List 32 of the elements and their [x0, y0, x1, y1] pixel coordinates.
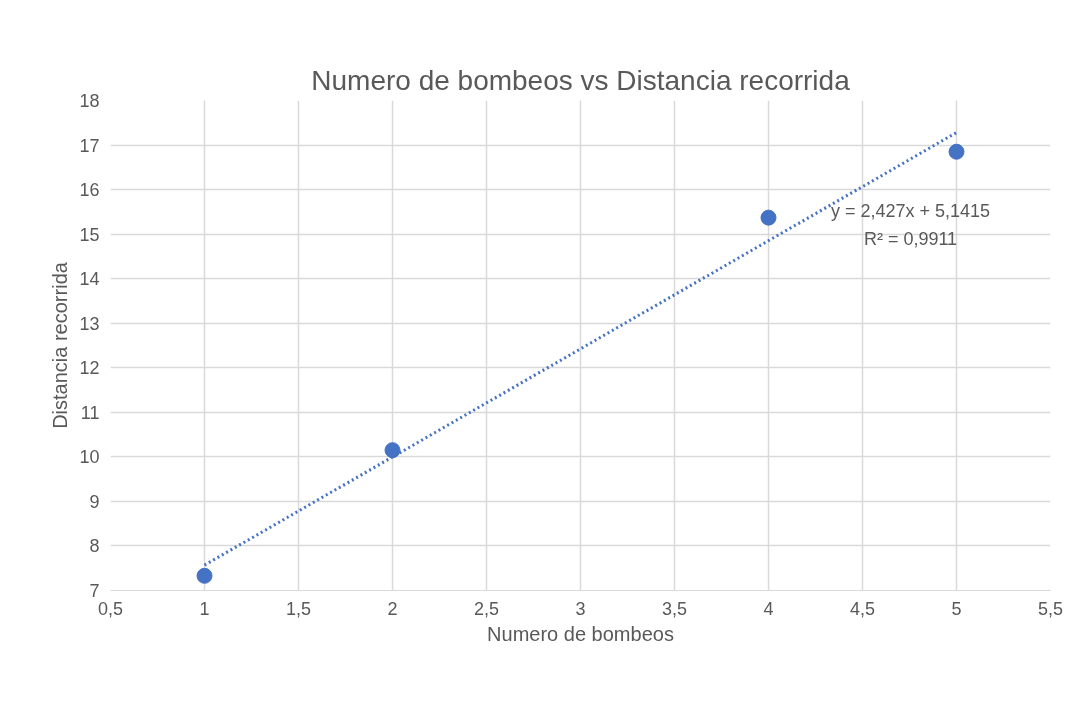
annotation: y = 2,427x + 5,1415 — [830, 200, 991, 221]
y-tick-label: 15 — [79, 224, 100, 245]
x-tick-label: 4,5 — [849, 598, 876, 619]
x-tick-label: 1,5 — [285, 598, 312, 619]
y-tick-label: 12 — [79, 358, 100, 379]
y-tick-label: 17 — [79, 135, 100, 156]
x-axis-title: Numero de bombeos — [487, 622, 674, 645]
chart-title: Numero de bombeos vs Distancia recorrida — [311, 64, 851, 96]
point — [384, 442, 401, 459]
x-tick-label: 2 — [387, 598, 398, 619]
y-tick-label: 18 — [79, 91, 100, 111]
y-tick-label: 13 — [79, 313, 100, 334]
y-tick-label: 9 — [89, 491, 100, 512]
y-axis-title: Distancia recorrida — [49, 261, 72, 429]
y-tick-label: 14 — [79, 269, 100, 290]
y-tick-label: 8 — [89, 536, 100, 557]
x-tick-label: 1 — [199, 598, 210, 619]
x-tick-label: 5,5 — [1037, 598, 1064, 619]
annotation: R² = 0,9911 — [863, 228, 958, 249]
x-tick-label: 0,5 — [97, 598, 124, 619]
y-tick-label: 7 — [89, 581, 100, 601]
x-tick-label: 3 — [575, 598, 586, 619]
x-tick-label: 4 — [763, 598, 774, 619]
x-tick-label: 5 — [951, 598, 962, 619]
point — [196, 567, 213, 584]
x-tick-label: 2,5 — [473, 598, 500, 619]
point — [948, 143, 965, 160]
y-tick-label: 16 — [79, 180, 100, 201]
y-tick-label: 11 — [80, 402, 100, 423]
x-tick-label: 3,5 — [661, 598, 688, 619]
point — [760, 209, 777, 226]
y-tick-label: 10 — [79, 447, 100, 468]
